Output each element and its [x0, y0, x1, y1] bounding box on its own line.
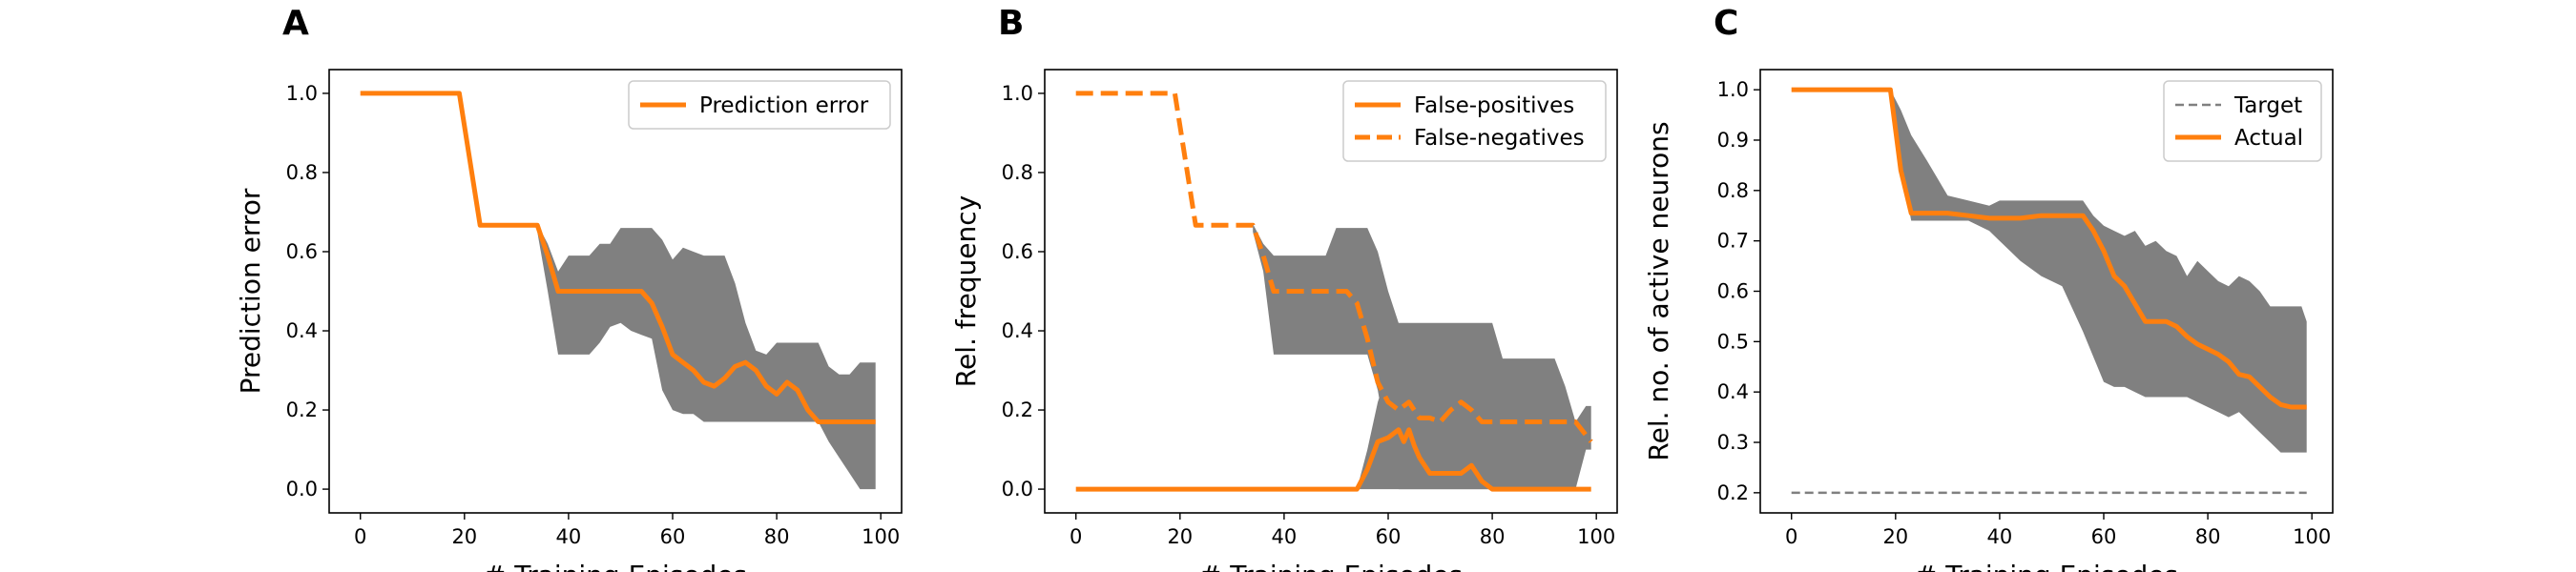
series-line-actual — [1791, 87, 2307, 410]
y-tick-label: 0.6 — [286, 240, 318, 263]
y-tick-label: 1.0 — [1002, 82, 1033, 105]
y-axis-label: Rel. frequency — [950, 195, 982, 387]
legend-label: Actual — [2234, 126, 2303, 151]
y-tick-label: 0.2 — [1002, 398, 1033, 421]
y-tick-label: 0.8 — [286, 161, 318, 184]
legend: False-positives False-negatives — [1342, 80, 1607, 162]
legend-box — [2163, 80, 2322, 162]
x-tick-label: 80 — [764, 525, 790, 548]
x-tick-label: 20 — [1882, 525, 1908, 548]
axes-frame — [1044, 69, 1618, 514]
x-tick-label: 60 — [660, 525, 686, 548]
y-axis-label: Rel. no. of active neurons — [1643, 121, 1674, 460]
x-tick-label: 0 — [354, 525, 366, 548]
panel-letter: C — [1714, 4, 1738, 43]
confidence-band — [1357, 331, 1493, 490]
y-tick-label: 0.2 — [286, 398, 318, 421]
x-tick-label: 40 — [556, 525, 582, 548]
y-axis-label: Prediction error — [235, 188, 266, 394]
legend-label: False-negatives — [1414, 126, 1585, 151]
x-tick-label: 80 — [2195, 525, 2221, 548]
confidence-band — [1890, 90, 2307, 453]
x-tick-label: 60 — [2091, 525, 2117, 548]
x-tick-label: 40 — [1987, 525, 2013, 548]
y-tick-label: 0.8 — [1717, 179, 1749, 202]
x-tick-label: 0 — [1785, 525, 1797, 548]
x-axis-label: # Training Episodes — [484, 560, 747, 572]
x-tick-label: 60 — [1376, 525, 1402, 548]
plot-area — [1791, 87, 2307, 495]
legend-box — [1342, 80, 1607, 162]
y-tick-label: 0.5 — [1717, 330, 1749, 353]
series-line-prediction-error — [360, 91, 876, 424]
x-axis-label: # Training Episodes — [1915, 560, 2178, 572]
axes-frame — [328, 69, 903, 514]
y-tick-label: 0.7 — [1717, 230, 1749, 253]
legend-label: False-positives — [1414, 93, 1574, 118]
series-line-false-positives — [1075, 427, 1591, 492]
panel-letter: B — [998, 4, 1024, 43]
x-axis-label: # Training Episodes — [1199, 560, 1463, 572]
legend-label: Prediction error — [699, 93, 869, 118]
y-tick-label: 1.0 — [1717, 78, 1749, 101]
x-tick-label: 20 — [451, 525, 477, 548]
x-tick-label: 100 — [1577, 525, 1615, 548]
panel-b: B 0 20 40 60 80 100 0.0 0.2 0.4 0.6 0.8 1.0 # Trainin… — [950, 4, 1618, 572]
x-tick-label: 100 — [862, 525, 900, 548]
plot-area — [360, 91, 876, 490]
y-tick-label: 0.9 — [1717, 129, 1749, 152]
x-tick-label: 40 — [1272, 525, 1298, 548]
panel-letter: A — [282, 4, 309, 43]
y-tick-label: 0.0 — [286, 478, 318, 500]
panel-a: A 0 20 40 60 80 100 0.0 0.2 0.4 0.6 0.8 1.0 # Trainin… — [235, 4, 903, 572]
y-tick-label: 0.6 — [1717, 280, 1749, 303]
y-tick-label: 1.0 — [286, 82, 318, 105]
legend: Target Actual — [2163, 80, 2322, 162]
x-tick-label: 20 — [1167, 525, 1193, 548]
y-tick-label: 0.4 — [286, 319, 318, 342]
x-tick-label: 80 — [1480, 525, 1506, 548]
y-tick-label: 0.0 — [1002, 478, 1033, 500]
x-tick-label: 100 — [2293, 525, 2331, 548]
legend: Prediction error — [628, 80, 891, 130]
y-tick-label: 0.6 — [1002, 240, 1033, 263]
y-tick-label: 0.3 — [1717, 431, 1749, 454]
legend-label: Target — [2233, 93, 2302, 118]
y-tick-label: 0.4 — [1002, 319, 1033, 342]
legend-box — [628, 80, 891, 130]
y-tick-label: 0.8 — [1002, 161, 1033, 184]
y-tick-label: 0.4 — [1717, 380, 1749, 403]
panel-c: C 0 20 40 60 80 100 0.2 0.3 0.4 0.5 0.6 0.7 0.8 0.9 1.0… — [1643, 4, 2334, 572]
x-tick-label: 0 — [1070, 525, 1082, 548]
plot-area — [1075, 91, 1593, 492]
y-tick-label: 0.2 — [1717, 481, 1749, 504]
